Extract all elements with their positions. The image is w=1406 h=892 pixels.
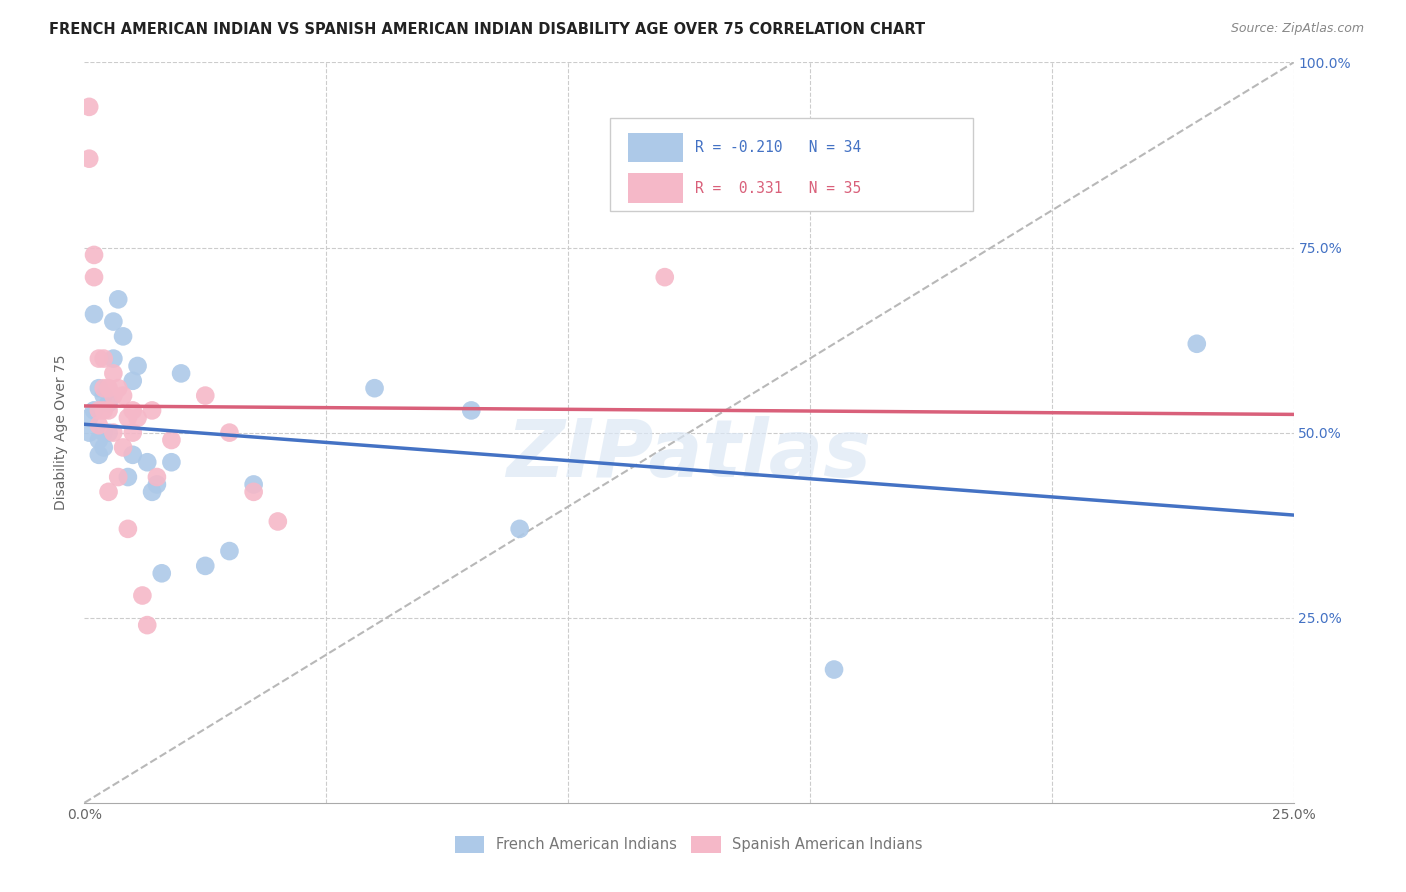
Point: [112, 441, 135, 455]
Point: [103, 388, 125, 402]
Point: [87, 448, 110, 462]
Point: [194, 558, 217, 573]
Point: [194, 388, 217, 402]
Point: [460, 403, 482, 417]
Point: [97, 425, 120, 440]
Point: [83, 307, 105, 321]
Point: [121, 374, 143, 388]
Point: [97, 484, 120, 499]
Point: [87, 381, 110, 395]
Point: [77, 425, 100, 440]
Point: [77, 152, 100, 166]
Point: [141, 484, 163, 499]
Point: [77, 410, 100, 425]
Point: [103, 367, 125, 381]
Point: [93, 388, 115, 402]
Text: Source: ZipAtlas.com: Source: ZipAtlas.com: [1230, 22, 1364, 36]
Point: [218, 425, 240, 440]
Point: [509, 522, 531, 536]
Point: [103, 351, 125, 366]
Point: [93, 381, 115, 395]
Point: [267, 515, 290, 529]
Point: [218, 544, 240, 558]
Point: [146, 470, 169, 484]
Point: [146, 477, 169, 491]
Point: [121, 403, 143, 417]
FancyBboxPatch shape: [610, 118, 973, 211]
FancyBboxPatch shape: [628, 173, 683, 203]
Point: [117, 522, 139, 536]
Point: [107, 381, 129, 395]
Point: [654, 270, 676, 285]
Point: [150, 566, 173, 581]
Point: [83, 270, 105, 285]
Point: [107, 293, 129, 307]
Point: [117, 410, 139, 425]
Point: [87, 403, 110, 417]
Text: R = -0.210   N = 34: R = -0.210 N = 34: [695, 140, 862, 155]
Point: [136, 618, 159, 632]
Point: [93, 351, 115, 366]
Point: [97, 396, 120, 410]
Point: [242, 477, 264, 491]
Point: [97, 403, 120, 417]
Point: [103, 425, 125, 440]
Point: [93, 403, 115, 417]
Point: [127, 359, 149, 373]
Point: [1185, 336, 1208, 351]
Legend: French American Indians, Spanish American Indians: French American Indians, Spanish America…: [450, 830, 928, 858]
Point: [127, 410, 149, 425]
Point: [93, 425, 115, 440]
Text: ZIPatlas: ZIPatlas: [506, 416, 872, 494]
Text: R =  0.331   N = 35: R = 0.331 N = 35: [695, 181, 862, 196]
Point: [117, 470, 139, 484]
Y-axis label: Disability Age Over 75: Disability Age Over 75: [55, 355, 69, 510]
Point: [83, 248, 105, 262]
Point: [131, 589, 153, 603]
Point: [160, 433, 183, 447]
Point: [77, 100, 100, 114]
Point: [112, 329, 135, 343]
Point: [87, 418, 110, 433]
Point: [160, 455, 183, 469]
Point: [107, 470, 129, 484]
Point: [823, 663, 845, 677]
FancyBboxPatch shape: [628, 133, 683, 162]
Point: [87, 351, 110, 366]
Point: [121, 425, 143, 440]
Point: [87, 433, 110, 447]
Point: [112, 388, 135, 402]
Point: [242, 484, 264, 499]
Point: [363, 381, 385, 395]
Point: [93, 441, 115, 455]
Point: [121, 448, 143, 462]
Point: [103, 314, 125, 328]
Point: [97, 381, 120, 395]
Point: [136, 455, 159, 469]
Point: [141, 403, 163, 417]
Point: [170, 367, 193, 381]
Text: FRENCH AMERICAN INDIAN VS SPANISH AMERICAN INDIAN DISABILITY AGE OVER 75 CORRELA: FRENCH AMERICAN INDIAN VS SPANISH AMERIC…: [49, 22, 925, 37]
Point: [83, 403, 105, 417]
